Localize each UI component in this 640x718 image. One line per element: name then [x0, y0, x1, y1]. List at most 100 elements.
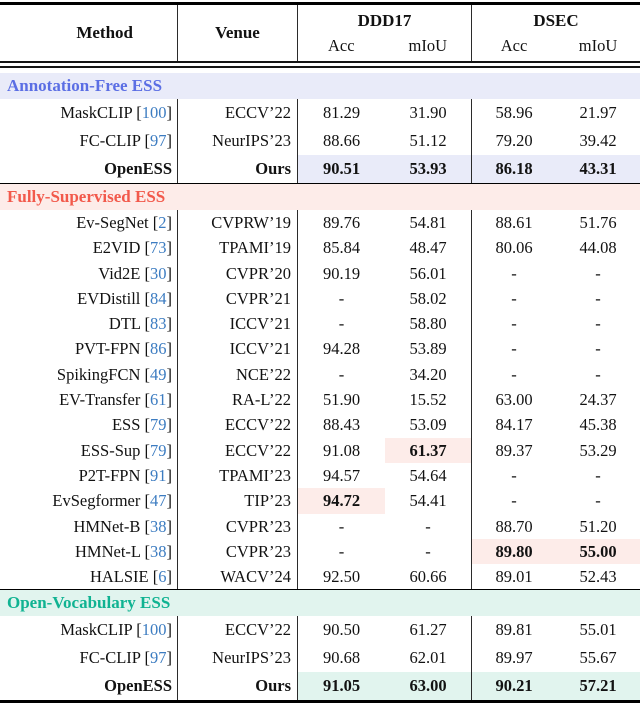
table-row: E2VID [73] TPAMI’19 85.84 48.47 80.06 44.08	[0, 235, 640, 261]
value-cell: 90.50	[322, 620, 361, 640]
value-cell: -	[511, 288, 517, 308]
method-cell: ESS [79]	[0, 412, 178, 438]
citation-ref[interactable]: 49	[150, 364, 167, 384]
method-label: SpikingFCN	[56, 364, 141, 384]
value-cell: -	[338, 288, 345, 308]
citation-ref[interactable]: 73	[150, 238, 167, 258]
value-cell: 89.76	[322, 213, 361, 232]
citation-ref[interactable]: 61	[150, 390, 167, 410]
method-cell: E2VID [73]	[0, 235, 178, 261]
table-row: FC-CLIP [97] NeurIPS’23 90.68 62.01 89.97 55.…	[0, 644, 640, 673]
header-double-rule	[0, 61, 640, 68]
subheader-dsec-miou: mIoU	[578, 36, 618, 55]
value-cell: 54.41	[385, 488, 472, 514]
citation-ref[interactable]: 84	[150, 288, 167, 308]
method-cell: OpenESS	[0, 672, 178, 701]
value-cell: 90.68	[322, 648, 361, 668]
venue-cell: ICCV’21	[178, 311, 298, 337]
section-divider-rule	[0, 589, 640, 591]
value-cell: 89.01	[495, 567, 533, 587]
citation-ref[interactable]: 100	[141, 103, 167, 122]
table-row: FC-CLIP [97] NeurIPS’23 88.66 51.12 79.20 39.…	[0, 127, 640, 155]
citation-ref[interactable]: 91	[150, 465, 167, 485]
venue-cell: CVPR’23	[178, 513, 298, 539]
value-cell: 15.52	[385, 387, 472, 413]
value-cell: -	[338, 364, 345, 384]
venue-cell: ICCV’21	[178, 336, 298, 362]
citation-ref[interactable]: 97	[150, 648, 167, 668]
method-cell: EvSegformer [47]	[0, 488, 178, 514]
citation-ref[interactable]: 30	[150, 263, 167, 283]
section-header-fully-supervised-ess: Fully-Supervised ESS	[0, 184, 640, 210]
value-cell: 34.20	[385, 361, 472, 388]
method-label: ESS-Sup	[80, 440, 141, 460]
value-cell: 79.20	[495, 131, 533, 150]
citation-ref[interactable]: 86	[150, 339, 167, 359]
table-row: EVDistill [84] CVPR’21 - 58.02 - -	[0, 285, 640, 312]
value-cell: -	[595, 314, 601, 334]
section-divider-rule	[0, 183, 640, 184]
table-row: HMNet-B [38] CVPR’23 - - 88.70 51.20	[0, 513, 640, 539]
venue-cell: ECCV’22	[178, 99, 298, 127]
citation-ref[interactable]: 38	[150, 516, 167, 536]
value-cell: 52.43	[579, 567, 617, 587]
value-cell: 43.31	[556, 155, 640, 183]
table-row: ESS-Sup [79] ECCV’22 91.08 61.37 89.37 53.29	[0, 437, 640, 463]
method-label: PVT-FPN	[74, 339, 141, 359]
value-cell: -	[385, 513, 472, 539]
citation-ref[interactable]: 2	[158, 213, 167, 232]
value-cell: -	[511, 465, 517, 485]
table-bottom-rule	[0, 700, 640, 704]
method-cell: EV-Transfer [61]	[0, 387, 178, 413]
venue-cell: ECCV’22	[178, 616, 298, 645]
table-row: ESS [79] ECCV’22 88.43 53.09 84.17 45.38	[0, 412, 640, 438]
value-cell: 54.64	[385, 462, 472, 489]
value-cell: -	[511, 364, 517, 384]
value-cell: -	[595, 339, 601, 359]
citation-ref[interactable]: 79	[150, 440, 167, 460]
venue-cell: CVPR’23	[178, 538, 298, 565]
value-cell: 21.97	[579, 103, 617, 122]
citation-ref[interactable]: 47	[150, 491, 167, 511]
value-cell: 80.06	[495, 238, 533, 258]
value-cell: 53.09	[385, 412, 472, 438]
table-row: OpenESS Ours 91.05 63.00 90.21 57.21	[0, 672, 640, 701]
citation-ref[interactable]: 79	[150, 415, 167, 435]
method-label: Ev-SegNet	[76, 213, 149, 232]
value-cell: 88.70	[495, 516, 533, 536]
method-cell: PVT-FPN [86]	[0, 336, 178, 362]
value-cell: 63.00	[385, 672, 472, 701]
citation-ref[interactable]: 6	[158, 567, 167, 587]
value-cell: 39.42	[579, 131, 617, 150]
value-cell: 91.05	[298, 672, 385, 701]
method-label: EV-Transfer	[59, 390, 141, 410]
value-cell: 61.27	[385, 616, 472, 645]
value-cell: -	[338, 314, 345, 334]
value-cell: 58.02	[385, 285, 472, 312]
method-cell: OpenESS	[0, 155, 178, 183]
venue-cell: NeurIPS’23	[178, 127, 298, 155]
method-label: HALSIE	[89, 567, 149, 587]
citation-ref[interactable]: 83	[150, 314, 167, 334]
citation-ref[interactable]: 100	[141, 620, 167, 640]
column-header-venue: Venue	[178, 5, 298, 61]
method-label: MaskCLIP	[60, 620, 133, 640]
table-row: Ev-SegNet [2] CVPRW’19 89.76 54.81 88.61 51.7…	[0, 210, 640, 236]
citation-ref[interactable]: 97	[150, 131, 167, 150]
value-cell: 53.29	[579, 440, 617, 460]
value-cell: -	[338, 516, 345, 536]
value-cell: 90.21	[472, 672, 556, 701]
value-cell: 55.67	[579, 648, 617, 668]
value-cell: -	[511, 339, 517, 359]
method-cell: FC-CLIP [97]	[0, 127, 178, 155]
method-cell: FC-CLIP [97]	[0, 644, 178, 673]
value-cell: 31.90	[385, 99, 472, 127]
citation-ref[interactable]: 38	[150, 541, 167, 561]
venue-cell: NCE’22	[178, 361, 298, 388]
value-cell: 89.81	[495, 620, 533, 640]
value-cell: 94.57	[322, 465, 361, 485]
value-cell: 84.17	[495, 415, 533, 435]
method-cell: Ev-SegNet [2]	[0, 210, 178, 236]
column-group-dsec: DSEC Acc mIoU	[472, 5, 640, 61]
value-cell: -	[511, 491, 517, 511]
